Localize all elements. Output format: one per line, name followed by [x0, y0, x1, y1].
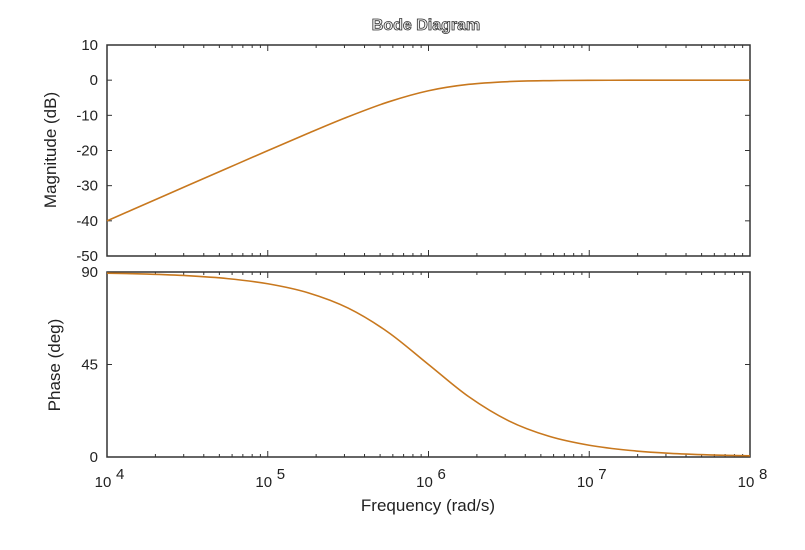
- y-tick-label: 90: [81, 264, 98, 281]
- y-tick-label: 10: [81, 37, 98, 54]
- x-tick-exponent: 5: [277, 466, 285, 483]
- y-tick-label: 0: [90, 449, 98, 466]
- y-tick-label: -20: [76, 143, 98, 160]
- x-tick-exponent: 6: [438, 466, 446, 483]
- x-tick-label: 10: [577, 474, 594, 491]
- x-tick-exponent: 4: [116, 466, 124, 483]
- y-tick-label: -30: [76, 178, 98, 195]
- x-tick-label: 10: [416, 474, 433, 491]
- x-tick-label: 10: [738, 474, 755, 491]
- phase-axis-label: Phase (deg): [45, 319, 64, 412]
- x-tick-exponent: 8: [759, 466, 767, 483]
- y-tick-label: 45: [81, 357, 98, 374]
- x-tick-exponent: 7: [598, 466, 606, 483]
- plot-frame: [106, 44, 751, 257]
- magnitude-axis-label: Magnitude (dB): [41, 92, 60, 208]
- y-tick-label: -10: [76, 107, 98, 124]
- frequency-axis-label: Frequency (rad/s): [361, 496, 495, 515]
- x-tick-label: 10: [95, 474, 112, 491]
- y-tick-label: -40: [76, 213, 98, 230]
- x-tick-label: 10: [255, 474, 272, 491]
- y-tick-label: 0: [90, 72, 98, 89]
- magnitude-plot: 10 0 -10 -20 -30 -40 -50: [76, 37, 751, 265]
- chart-title: Bode Diagram: [372, 17, 480, 34]
- y-tick-label: -50: [76, 248, 98, 265]
